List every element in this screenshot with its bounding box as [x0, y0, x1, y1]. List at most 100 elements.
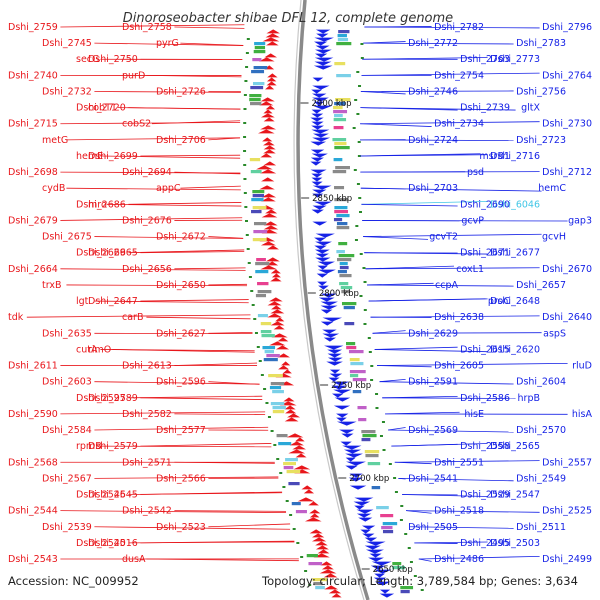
gene-label: Dshi_2544 — [8, 506, 58, 517]
scale-label: 2850 kbp — [312, 194, 352, 204]
tick-mark — [407, 547, 411, 549]
forward-gene-arrow — [321, 565, 334, 570]
cog-bar — [338, 30, 350, 34]
backbone-shadow-arc — [293, 0, 365, 600]
tick-mark — [247, 262, 251, 264]
reverse-gene-arrow — [323, 337, 337, 342]
tick-mark — [363, 309, 367, 311]
forward-gene-arrow — [315, 545, 329, 550]
label-leader-line — [360, 90, 514, 92]
tick-mark — [292, 528, 296, 530]
cog-bar — [255, 294, 267, 298]
label-leader-line — [365, 265, 455, 270]
tick-mark — [267, 416, 271, 418]
label-leader-line — [379, 378, 406, 383]
cog-bar — [288, 482, 300, 486]
label-leader-line — [60, 510, 287, 513]
cog-bar — [255, 262, 270, 266]
reverse-gene-arrow — [365, 549, 384, 554]
tick-mark — [359, 253, 363, 255]
forward-gene-arrow — [261, 193, 277, 198]
cog-bar — [364, 450, 380, 454]
gene-label: mro — [88, 199, 107, 210]
cog-bar — [346, 342, 356, 346]
gene-label: Dshi_2783 — [516, 38, 566, 49]
gene-label: Dshi_2579 — [88, 441, 138, 452]
cog-bar — [257, 314, 268, 318]
cog-bar — [272, 410, 285, 414]
label-leader-line — [94, 91, 241, 93]
cog-bar — [348, 350, 364, 354]
gene-label: Dshi_2591 — [408, 377, 458, 388]
cog-bar — [306, 554, 318, 558]
gene-label: Dshi_2635 — [42, 328, 92, 339]
gene-label: Dshi_2677 — [490, 248, 540, 259]
forward-gene-arrow — [281, 361, 291, 366]
reverse-gene-arrow — [331, 385, 347, 390]
reverse-gene-arrow — [371, 561, 392, 566]
forward-gene-arrow — [259, 101, 274, 106]
gene-label: Dshi_2756 — [516, 86, 566, 97]
forward-gene-arrow — [266, 29, 280, 34]
gene-label: Dshi_2566 — [156, 473, 206, 484]
gene-label: Dshi_2571 — [122, 457, 172, 468]
cog-bar — [343, 306, 355, 310]
tick-mark — [243, 164, 247, 166]
reverse-gene-arrow — [312, 221, 328, 226]
forward-gene-arrow — [266, 41, 279, 46]
label-leader-line — [60, 121, 241, 125]
cog-bar — [338, 254, 355, 258]
scale-ticks: 2900 kbp 2850 kbp 2800 kbp 2750 kbp 2700 kbp… — [243, 38, 424, 591]
gene-label: Dshi_2557 — [542, 457, 592, 468]
gene-label: Dshi_2679 — [8, 215, 58, 226]
tick-mark — [296, 542, 300, 544]
cog-bar — [382, 530, 394, 534]
cog-bar — [252, 238, 267, 242]
cog-bar — [362, 434, 377, 438]
cog-bar — [341, 302, 357, 306]
reverse-gene-arrow — [336, 413, 349, 418]
gene-label: msrB1 — [479, 151, 510, 162]
tick-mark — [360, 57, 364, 59]
gene-label: hemC — [538, 183, 566, 194]
forward-gene-arrow — [270, 309, 285, 314]
tick-mark — [358, 85, 362, 87]
label-leader-line — [394, 461, 432, 465]
reverse-gene-arrow — [317, 261, 335, 266]
reverse-gene-arrow — [358, 517, 373, 522]
reverse-gene-arrow — [361, 525, 376, 530]
tick-mark — [246, 38, 250, 40]
cog-bar — [352, 378, 367, 382]
cog-bar — [295, 510, 307, 514]
cog-bar — [334, 142, 347, 146]
label-leader-line — [360, 153, 481, 157]
cog-bar — [349, 358, 360, 362]
cog-bar — [334, 206, 348, 210]
tick-mark — [399, 519, 403, 521]
tick-mark — [263, 388, 267, 390]
reverse-gene-arrow — [356, 509, 374, 514]
cog-bar — [250, 170, 262, 174]
label-leader-line — [60, 217, 243, 221]
label-leader-line — [151, 120, 241, 125]
label-leader-line — [112, 349, 255, 353]
gene-label: purD — [122, 70, 145, 81]
reverse-gene-arrow — [327, 357, 343, 362]
label-leader-line — [377, 363, 568, 366]
reverse-gene-arrow — [312, 105, 333, 110]
label-leader-line — [418, 555, 540, 560]
forward-gene-arrow — [271, 305, 282, 310]
cog-bar — [333, 218, 343, 222]
label-leader-line — [146, 74, 242, 78]
tick-mark — [382, 449, 386, 451]
forward-gene-arrow — [315, 541, 328, 546]
forward-gene-arrow — [269, 341, 286, 346]
forward-gene-arrow — [262, 137, 273, 142]
gene-label: Dshi_2505 — [408, 522, 458, 533]
forward-gene-arrow — [288, 449, 306, 454]
reverse-gene-arrow — [345, 465, 358, 470]
cog-bar — [382, 522, 398, 526]
forward-gene-arrow — [259, 185, 275, 190]
reverse-gene-arrow — [329, 373, 343, 378]
reverse-gene-arrow — [312, 193, 324, 198]
